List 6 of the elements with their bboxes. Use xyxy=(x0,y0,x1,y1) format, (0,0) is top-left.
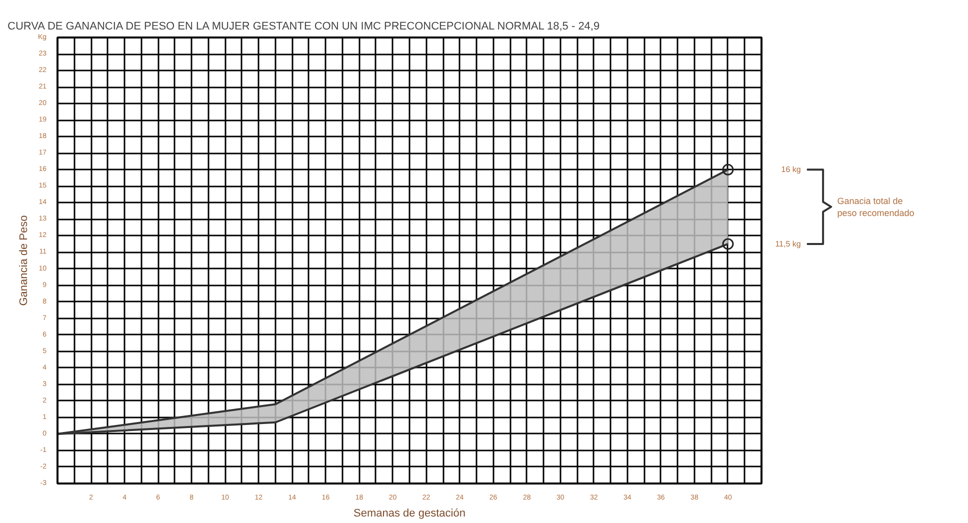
chart-title: CURVA DE GANANCIA DE PESO EN LA MUJER GESTANTE CON UN IMC PRECONCEPCIONAL NORMAL 18,5 - 24,9 xyxy=(8,20,600,32)
text: 11,5 kg xyxy=(775,239,801,248)
y-axis-title: Ganancia de Peso xyxy=(18,215,30,306)
text: Ganacia total de peso recomendado xyxy=(837,196,914,218)
text: 16 kg xyxy=(781,165,801,174)
x-axis-title: Semanas de gestación xyxy=(354,508,466,520)
